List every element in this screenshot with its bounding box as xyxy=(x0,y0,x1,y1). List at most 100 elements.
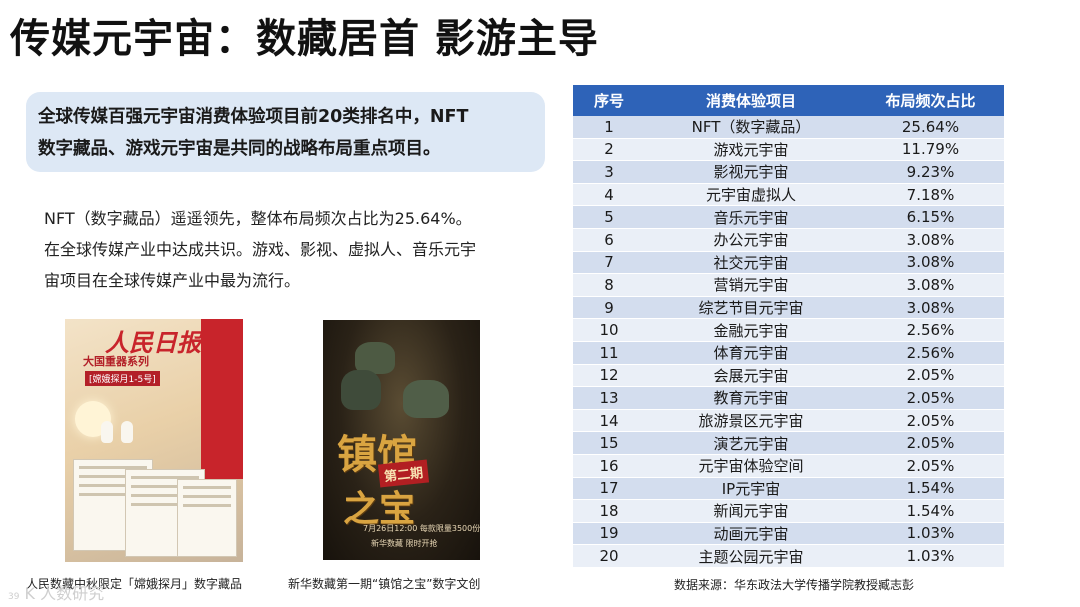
table-row: 12 会展元宇宙 2.05% xyxy=(573,364,1004,388)
cell-share: 3.08% xyxy=(906,230,955,249)
cell-share: 25.64% xyxy=(901,117,960,136)
table-row: 14 旅游景区元宇宙 2.05% xyxy=(573,409,1004,433)
table-row: 4 元宇宙虚拟人 7.18% xyxy=(573,183,1004,207)
bronze-vessel-illustration xyxy=(355,342,395,374)
table-row: 10 金融元宇宙 2.56% xyxy=(573,319,1004,342)
cell-share: 6.15% xyxy=(906,208,955,227)
poster-red-band xyxy=(201,319,243,479)
cell-item: 元宇宙体验空间 xyxy=(698,457,804,476)
body-line-3: 宙项目在全球传媒产业中最为流行。 xyxy=(44,271,301,290)
table-body: 1 NFT（数字藏品） 25.64% 2 游戏元宇宙 11.79% 3 影视元宇宙 9.23% 4… xyxy=(573,116,1004,568)
cell-rank: 11 xyxy=(599,343,619,362)
key-finding-box: 全球传媒百强元宇宙消费体验项目前20类排名中，NFT 数字藏品、游戏元宇宙是共同… xyxy=(26,92,545,172)
rabbit-illustration xyxy=(121,421,133,443)
rabbit-illustration xyxy=(101,421,113,443)
cell-item: 金融元宇宙 xyxy=(713,321,789,340)
cell-item: 营销元宇宙 xyxy=(713,276,789,295)
cell-share: 2.05% xyxy=(906,456,955,475)
cell-rank: 20 xyxy=(599,547,619,566)
table-row: 16 元宇宙体验空间 2.05% xyxy=(573,454,1004,478)
cell-rank: 18 xyxy=(599,501,619,520)
right-poster-caption: 新华数藏第一期“镇馆之宝”数字文创 xyxy=(288,577,481,591)
table-row: 20 主题公园元宇宙 1.03% xyxy=(573,545,1004,568)
cell-rank: 1 xyxy=(604,117,614,136)
cell-rank: 19 xyxy=(599,524,619,543)
cell-rank: 17 xyxy=(599,479,619,498)
header-rank: 序号 xyxy=(593,92,624,110)
bronze-vessel-illustration xyxy=(403,380,449,418)
cell-rank: 4 xyxy=(604,185,614,204)
cell-rank: 15 xyxy=(599,434,619,453)
table-row: 7 社交元宇宙 3.08% xyxy=(573,251,1004,275)
poster-tag: [嫦娥探月1-5号] xyxy=(85,371,160,386)
header-share: 布局频次占比 xyxy=(885,92,976,110)
cell-item: 游戏元宇宙 xyxy=(713,140,789,159)
table-header: 序号 消费体验项目 布局频次占比 xyxy=(573,85,1004,116)
cell-item: 旅游景区元宇宙 xyxy=(698,412,804,431)
cell-item: 元宇宙虚拟人 xyxy=(705,186,796,205)
cell-rank: 13 xyxy=(599,388,619,407)
ranking-table: 序号 消费体验项目 布局频次占比 1 NFT（数字藏品） 25.64% 2 游戏元宇宙 1… xyxy=(573,85,1004,568)
cell-item: 社交元宇宙 xyxy=(713,253,789,272)
left-poster-caption: 人民数藏中秋限定「嫦娥探月」数字藏品 xyxy=(26,577,243,591)
watermark-logo: 39 K 人数研究 xyxy=(8,580,104,604)
cell-share: 3.08% xyxy=(906,253,955,272)
poster-series-title: 大国重器系列 xyxy=(83,355,149,368)
peoples-daily-nft-poster-image: 人民日报 大国重器系列 [嫦娥探月1-5号] xyxy=(65,319,243,562)
table-row: 8 营销元宇宙 3.08% xyxy=(573,274,1004,297)
poster-release-date: 7月26日12:00 每款限量3500份 xyxy=(363,524,480,533)
cell-rank: 14 xyxy=(599,411,619,430)
table-row: 19 动画元宇宙 1.03% xyxy=(573,522,1004,546)
cell-item: 办公元宇宙 xyxy=(713,231,789,250)
body-paragraph: NFT（数字藏品）遥遥领先，整体布局频次占比为25.64%。 在全球传媒产业中达… xyxy=(44,203,544,296)
bronze-vessel-illustration xyxy=(341,370,381,410)
table-row: 11 体育元宇宙 2.56% xyxy=(573,341,1004,365)
cell-share: 2.05% xyxy=(906,388,955,407)
cell-share: 11.79% xyxy=(901,140,960,159)
newspaper-page xyxy=(177,479,237,557)
cell-item: 音乐元宇宙 xyxy=(713,208,789,227)
header-item: 消费体验项目 xyxy=(705,92,796,110)
table-row: 13 教育元宇宙 2.05% xyxy=(573,387,1004,410)
cell-item: 演艺元宇宙 xyxy=(713,434,789,453)
table-row: 1 NFT（数字藏品） 25.64% xyxy=(573,116,1004,139)
body-line-2: 在全球传媒产业中达成共识。游戏、影视、虚拟人、音乐元宇 xyxy=(44,240,477,259)
table-row: 9 综艺节目元宇宙 3.08% xyxy=(573,296,1004,320)
cell-rank: 9 xyxy=(604,298,614,317)
cell-share: 1.03% xyxy=(906,547,955,566)
cell-rank: 8 xyxy=(604,275,614,294)
poster-masthead: 人民日报 xyxy=(105,328,201,357)
cell-share: 7.18% xyxy=(906,185,955,204)
cell-item: NFT（数字藏品） xyxy=(691,118,811,137)
xinhua-treasure-poster-image: 镇馆 第二期 之宝 7月26日12:00 每款限量3500份 新华数藏 限时开抢 xyxy=(323,320,480,560)
cell-share: 1.03% xyxy=(906,524,955,543)
cell-share: 9.23% xyxy=(906,162,955,181)
cell-rank: 10 xyxy=(599,321,619,340)
page-number: 39 xyxy=(8,592,20,602)
poster-headline-bottom: 之宝 xyxy=(343,488,416,530)
cell-item: 主题公园元宇宙 xyxy=(698,547,804,566)
cell-item: 体育元宇宙 xyxy=(713,344,789,363)
cell-rank: 7 xyxy=(604,253,614,272)
table-row: 5 音乐元宇宙 6.15% xyxy=(573,206,1004,229)
key-finding-line-1: 全球传媒百强元宇宙消费体验项目前20类排名中，NFT xyxy=(38,107,469,127)
table-row: 3 影视元宇宙 9.23% xyxy=(573,161,1004,184)
table-row: 17 IP元宇宙 1.54% xyxy=(573,477,1004,501)
cell-share: 2.05% xyxy=(906,411,955,430)
cell-rank: 16 xyxy=(599,456,619,475)
poster-subline: 新华数藏 限时开抢 xyxy=(371,539,438,548)
cell-item: 教育元宇宙 xyxy=(713,389,789,408)
cell-item: 动画元宇宙 xyxy=(713,524,789,543)
table-row: 2 游戏元宇宙 11.79% xyxy=(573,138,1004,162)
data-source-note: 数据来源：华东政法大学传播学院教授臧志彭 xyxy=(674,578,915,592)
key-finding-line-2: 数字藏品、游戏元宇宙是共同的战略布局重点项目。 xyxy=(38,139,441,159)
cell-rank: 3 xyxy=(604,162,614,181)
cell-share: 1.54% xyxy=(906,501,955,520)
cell-item: IP元宇宙 xyxy=(721,479,781,498)
cell-share: 1.54% xyxy=(906,479,955,498)
cell-share: 3.08% xyxy=(906,275,955,294)
table-row: 6 办公元宇宙 3.08% xyxy=(573,228,1004,252)
cell-share: 2.05% xyxy=(906,366,955,385)
table-row: 18 新闻元宇宙 1.54% xyxy=(573,500,1004,523)
cell-rank: 5 xyxy=(604,208,614,227)
